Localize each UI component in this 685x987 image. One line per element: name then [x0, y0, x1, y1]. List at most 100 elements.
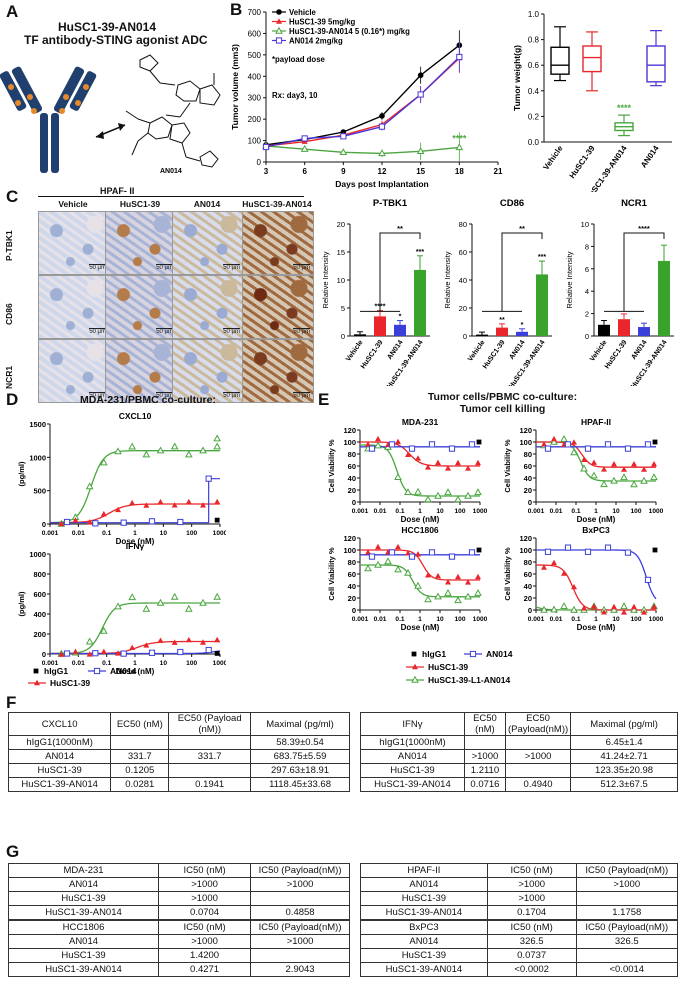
x-tick-label: Vehicle — [345, 339, 365, 363]
table-cell: AN014 — [360, 877, 488, 892]
data-point — [364, 564, 372, 572]
y-tick-label: 0 — [528, 606, 532, 615]
table-row: hIgG1(1000nM) 58.39±0.54 — [7, 735, 350, 750]
data-point — [214, 517, 220, 523]
y-tick-label: 0 — [341, 332, 345, 341]
data-point — [601, 466, 607, 472]
data-point — [454, 495, 462, 503]
plot-title: IFNγ — [126, 541, 145, 551]
y-tick-label: 4 — [585, 287, 589, 296]
x-tick-label: 3 — [264, 167, 269, 176]
table-g-bxpc3: BxPC3 IC50 (nM) IC50 (Payload(nM)) AN014 326… — [360, 920, 679, 977]
data-point — [475, 573, 481, 580]
data-point — [571, 439, 577, 445]
scale-bar: 50 µm — [89, 264, 106, 271]
significance-label: **** — [617, 103, 632, 113]
legend-label: HuSC1-39 — [50, 678, 90, 686]
table-cell: 331.7 — [168, 749, 252, 764]
legend-label: AN014 — [486, 649, 513, 659]
x-tick-label: 1 — [418, 508, 422, 515]
legend-label: HuSC1-39-L1-AN014 — [428, 675, 510, 685]
data-point — [651, 461, 657, 467]
x-tick-label: 1000 — [473, 508, 488, 515]
x-tick-label: 100 — [630, 508, 641, 515]
table-cell: EC50 (Payload (nM)) — [168, 712, 252, 736]
table-row: AN014 >1000 >1000 — [360, 877, 679, 892]
data-point — [378, 123, 386, 130]
data-point — [581, 456, 587, 463]
y-axis-label: Cell Viability % — [503, 547, 512, 601]
table-cell: 0.1941 — [168, 777, 252, 792]
y-tick-label: 40 — [524, 582, 532, 591]
legend-marker — [411, 675, 419, 683]
y-tick-label: 1500 — [29, 420, 46, 429]
table-cell: IC50 (Payload(nM)) — [575, 920, 679, 935]
ifng-fit-adc — [49, 602, 220, 655]
data-point — [384, 557, 392, 565]
y-axis-label: Tumor volume (mm3) — [230, 44, 240, 130]
data-point — [424, 595, 432, 603]
x-tick-label: 18 — [455, 167, 464, 176]
y-tick-label: 0 — [352, 498, 356, 507]
y-tick-label: 1000 — [29, 550, 46, 559]
x-tick-label: Vehicle — [589, 339, 609, 363]
data-point — [624, 445, 632, 452]
table-cell: HuSC1-39-AN014 — [360, 962, 488, 977]
cells-underline — [38, 196, 304, 197]
data-point — [148, 518, 156, 525]
table-cell: AN014 — [360, 749, 465, 764]
data-point — [476, 547, 482, 553]
y-tick-label: 2 — [585, 310, 589, 319]
data-point — [551, 559, 557, 566]
table-cell: EC50 (nM) — [110, 712, 170, 736]
table-cell — [575, 891, 679, 906]
series-line — [265, 57, 460, 147]
data-point — [590, 471, 598, 479]
data-point — [378, 149, 386, 157]
an014-fit-curve — [536, 549, 657, 600]
significance-label: **** — [452, 133, 467, 143]
y-tick-label: 0 — [585, 332, 589, 341]
y-axis-label: Cell Viability % — [503, 439, 512, 493]
x-tick-label: 100 — [186, 660, 197, 667]
table-cell: HuSC1-39 — [7, 948, 160, 963]
data-point — [171, 502, 178, 508]
table-cell: 0.1205 — [110, 763, 170, 778]
data-point — [550, 605, 558, 613]
y-tick-label: 80 — [348, 558, 356, 567]
table-cell: >1000 — [158, 877, 252, 892]
x-tick-label: 0.1 — [571, 616, 580, 623]
data-point — [395, 438, 401, 445]
table-cell — [504, 735, 572, 750]
y-tick-label: 120 — [519, 534, 532, 543]
y-axis-label: (pg/ml) — [17, 591, 26, 616]
table-header: BxPC3 IC50 (nM) IC50 (Payload(nM)) — [360, 920, 679, 935]
data-point — [652, 439, 658, 445]
x-tick-label: 0.1 — [395, 616, 404, 623]
table-row: HuSC1-39-AN014 0.0716 0.4940 512.3±67.5 — [360, 777, 678, 792]
plot-title: HCC1806 — [401, 525, 439, 535]
y-tick-label: 300 — [248, 94, 262, 103]
table-cell: IC50 (Payload(nM)) — [250, 863, 350, 878]
data-point — [213, 592, 222, 600]
legend-label: hIgG1 — [422, 649, 446, 659]
data-point — [205, 475, 212, 482]
table-cell: >1000 — [250, 934, 350, 949]
panel-e-title: Tumor cells/PBMC co-culture: Tumor cell … — [395, 391, 610, 415]
table-cell: 297.63±18.91 — [250, 763, 350, 778]
data-point — [564, 544, 572, 551]
y-tick-label: 120 — [519, 426, 532, 435]
x-tick-label: 1000 — [213, 530, 226, 537]
scale-bar: 50 µm — [293, 328, 310, 335]
data-point — [374, 560, 382, 568]
x-tick-label: 15 — [416, 167, 425, 176]
data-point — [375, 435, 381, 442]
y-axis-label: (pg/ml) — [17, 461, 26, 486]
x-tick-label: HuSC1-39 — [568, 144, 597, 181]
data-point — [454, 596, 462, 604]
scale-bar: 50 µm — [293, 392, 310, 399]
x-axis-label: Dose (nM) — [577, 515, 616, 524]
table-cell: EC50 (nM) — [463, 712, 506, 736]
data-point — [444, 588, 452, 596]
